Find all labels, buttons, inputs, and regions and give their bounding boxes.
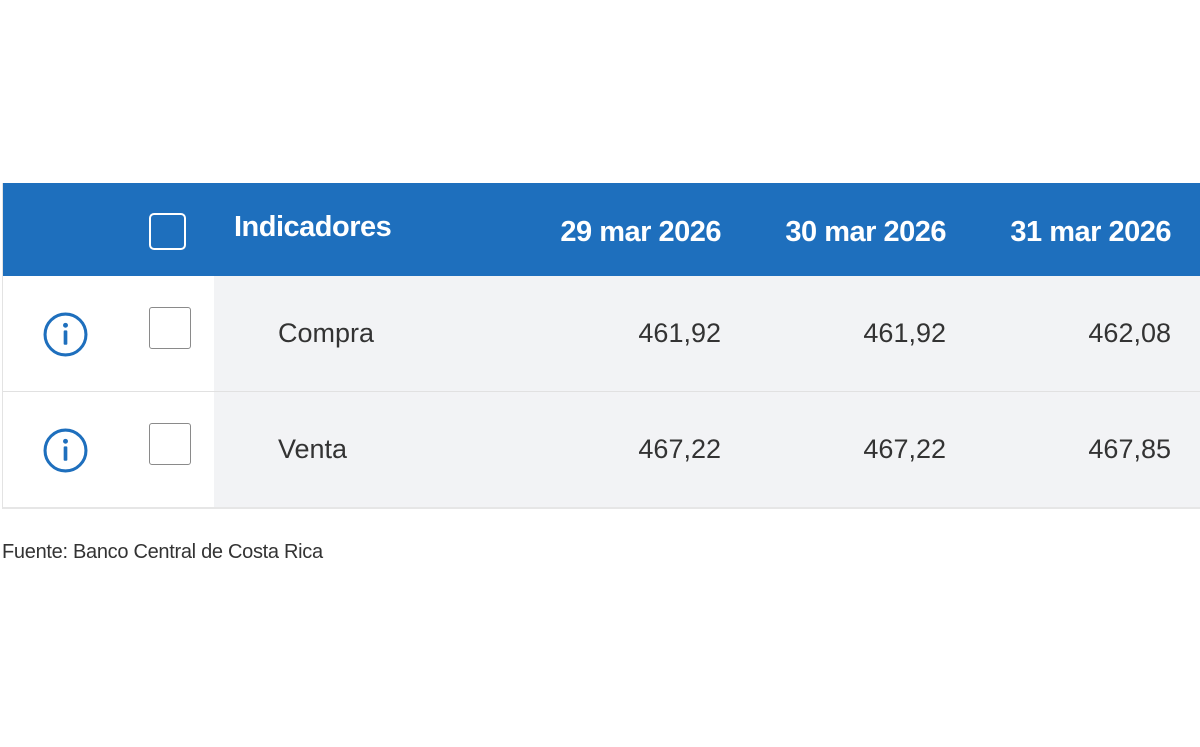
indicators-column-header: Indicadores xyxy=(234,211,392,243)
info-circle-icon[interactable] xyxy=(43,428,88,473)
row-checkbox[interactable] xyxy=(149,307,191,349)
date-column-header-3: 31 mar 2026 xyxy=(1010,216,1171,248)
info-circle-icon[interactable] xyxy=(43,312,88,357)
row-value-3: 462,08 xyxy=(1088,318,1171,348)
row-value-3: 467,85 xyxy=(1088,434,1171,464)
row-label: Venta xyxy=(278,434,348,464)
table-row: Venta 467,22 467,22 467,85 xyxy=(3,391,1200,507)
table-row: Compra 461,92 461,92 462,08 xyxy=(3,276,1200,391)
row-checkbox[interactable] xyxy=(149,423,191,465)
row-value-1: 461,92 xyxy=(638,318,721,348)
row-value-1: 467,22 xyxy=(638,434,721,464)
row-shade xyxy=(214,392,1200,507)
row-label: Compra xyxy=(278,318,375,348)
indicators-table: Indicadores 29 mar 2026 30 mar 2026 31 m… xyxy=(2,183,1200,509)
row-value-2: 461,92 xyxy=(863,318,946,348)
date-column-header-1: 29 mar 2026 xyxy=(560,216,721,248)
row-value-2: 467,22 xyxy=(863,434,946,464)
source-footnote: Fuente: Banco Central de Costa Rica xyxy=(2,541,323,563)
row-shade xyxy=(214,276,1200,391)
date-column-header-2: 30 mar 2026 xyxy=(785,216,946,248)
table-header: Indicadores 29 mar 2026 30 mar 2026 31 m… xyxy=(3,183,1200,276)
select-all-checkbox[interactable] xyxy=(149,213,186,250)
